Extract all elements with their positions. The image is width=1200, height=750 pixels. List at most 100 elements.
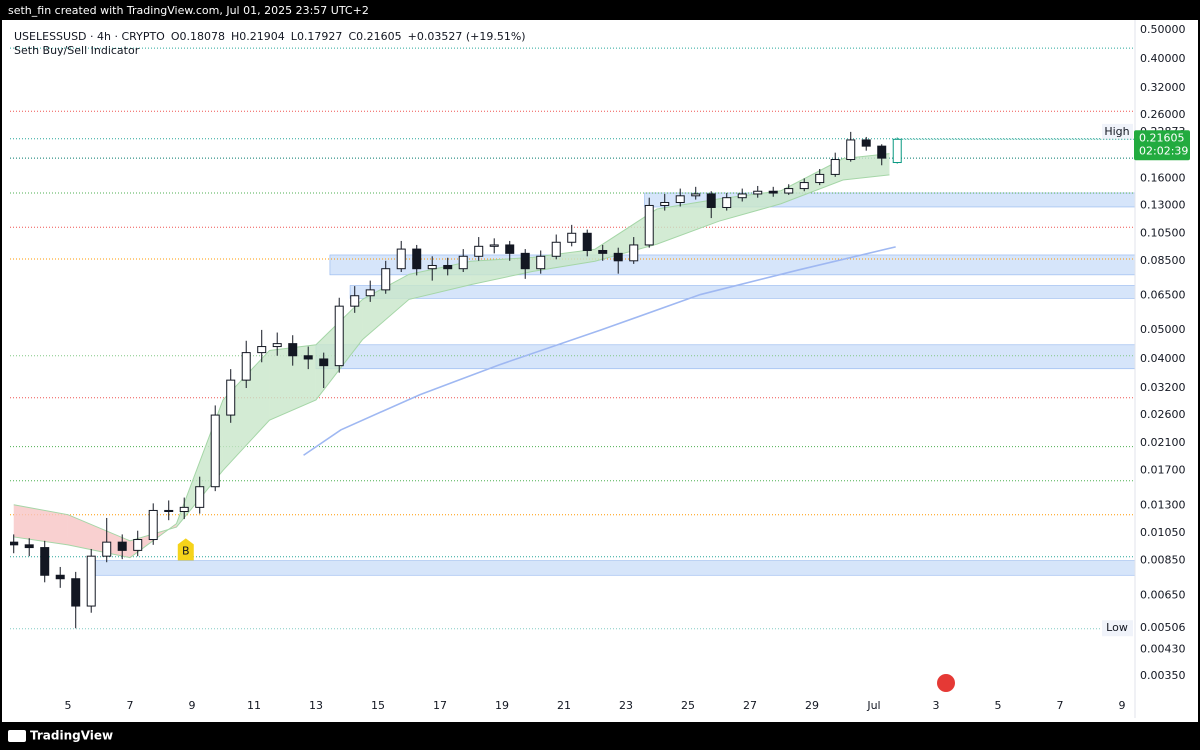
x-tick-label: 25 — [681, 699, 695, 712]
legend-line: USELESSUSD · 4h · CRYPTO O0.18078 H0.21904… — [14, 30, 526, 43]
x-tick-label: Jul — [866, 699, 880, 712]
y-tick-label: 0.32000 — [1140, 81, 1186, 94]
price-tag-label: Low — [1106, 621, 1128, 634]
candle-body — [768, 190, 778, 194]
candle-body — [102, 541, 112, 557]
candle-body — [210, 414, 220, 488]
candle-body — [334, 305, 344, 367]
x-tick-label: 9 — [1118, 699, 1125, 712]
x-tick-label: 29 — [805, 699, 819, 712]
y-tick-label: 0.26000 — [1140, 108, 1186, 121]
candle-body — [272, 343, 282, 348]
candle-body — [613, 252, 623, 262]
cloud-fill — [842, 153, 890, 180]
x-tick-label: 27 — [743, 699, 757, 712]
x-tick-label: 5 — [994, 699, 1001, 712]
candle-body — [241, 352, 251, 381]
signal-label: B — [182, 544, 190, 557]
header-text: seth_fin created with TradingView.com, J… — [8, 4, 369, 17]
candle-body — [753, 190, 763, 195]
candle-body — [598, 249, 608, 254]
last-price-bg — [1134, 130, 1190, 161]
cloud-fill — [362, 274, 409, 340]
cloud-fill — [67, 514, 130, 558]
last-price: 0.21605 — [1139, 131, 1185, 144]
ohlc-label: O — [171, 30, 180, 43]
candle-body — [892, 138, 902, 164]
moving-average — [303, 246, 896, 456]
plot-area: B — [10, 47, 1135, 630]
y-tick-label: 0.02100 — [1140, 436, 1186, 449]
cloud-fill — [780, 158, 843, 204]
candle-body — [288, 343, 298, 357]
y-tick-label: 0.08500 — [1140, 254, 1186, 267]
cloud-fill — [718, 190, 781, 222]
y-tick-label: 0.16000 — [1140, 171, 1186, 184]
ohlc-value: 0.18078 — [180, 30, 226, 43]
y-tick-label: 0.00850 — [1140, 554, 1186, 567]
candle-body — [350, 295, 360, 307]
candle-body — [86, 555, 96, 607]
x-tick-label: 13 — [309, 699, 323, 712]
candle-body — [505, 244, 515, 254]
candle-body — [706, 193, 716, 208]
ohlc-value: 0.17927 — [297, 30, 343, 43]
y-tick-label: 0.00430 — [1140, 642, 1186, 655]
cloud-slow-line — [13, 174, 890, 542]
price-tag-value-bg — [1136, 620, 1190, 637]
brand: TradingView — [30, 729, 113, 743]
cloud-fill — [13, 504, 68, 545]
y-tick-label: 0.01300 — [1140, 498, 1186, 511]
candle-body — [489, 244, 499, 247]
candle-body — [133, 539, 143, 551]
candle-body — [257, 346, 267, 354]
candle-body — [520, 252, 530, 270]
candle-body — [861, 139, 871, 147]
candle-body — [474, 245, 484, 257]
countdown: 02:02:39 — [1139, 144, 1188, 157]
candle-body — [319, 358, 329, 367]
price-tag-bg — [1102, 620, 1133, 637]
cloud-fill — [269, 344, 316, 421]
x-tick-label: 21 — [557, 699, 571, 712]
candle-body — [551, 241, 561, 257]
y-tick-label: 0.00350 — [1140, 669, 1186, 682]
ohlc-value: 0.21605 — [356, 30, 402, 43]
candle-body — [117, 541, 127, 551]
candle-body — [784, 188, 794, 194]
cloud-fill — [470, 257, 533, 285]
x-tick-label: 15 — [371, 699, 385, 712]
chart-background — [2, 20, 1198, 722]
candle-body — [443, 264, 453, 270]
candle-body — [10, 541, 19, 546]
candle-body — [24, 544, 34, 549]
ohlc-value: 0.21904 — [239, 30, 285, 43]
candle-body — [799, 182, 809, 190]
price-tag-value: 0.00506 — [1140, 621, 1186, 634]
x-tick-label: 23 — [619, 699, 633, 712]
candle-body — [458, 255, 468, 270]
zone — [89, 560, 1135, 576]
candle-body — [195, 486, 205, 508]
y-tick-label: 0.06500 — [1140, 289, 1186, 302]
candle-body — [226, 379, 236, 416]
candle-body — [629, 244, 639, 262]
change: +0.03527 (+19.51%) — [408, 30, 526, 43]
price-tag-bg — [1102, 123, 1133, 140]
x-tick-label: 9 — [188, 699, 195, 712]
y-tick-label: 0.00650 — [1140, 589, 1186, 602]
indicator-name: Seth Buy/Sell Indicator — [14, 44, 140, 57]
y-tick-label: 0.05000 — [1140, 323, 1186, 336]
x-tick-label: 5 — [64, 699, 71, 712]
candle-body — [381, 268, 391, 291]
candle-body — [164, 509, 174, 513]
candle-body — [71, 578, 81, 607]
candle-body — [396, 248, 406, 270]
y-tick-label: 0.04000 — [1140, 352, 1186, 365]
x-tick-label: 7 — [1056, 699, 1063, 712]
y-tick-label: 0.02600 — [1140, 408, 1186, 421]
y-tick-label: 0.01050 — [1140, 526, 1186, 539]
event-icon — [937, 674, 955, 692]
cloud-fill — [656, 198, 719, 245]
